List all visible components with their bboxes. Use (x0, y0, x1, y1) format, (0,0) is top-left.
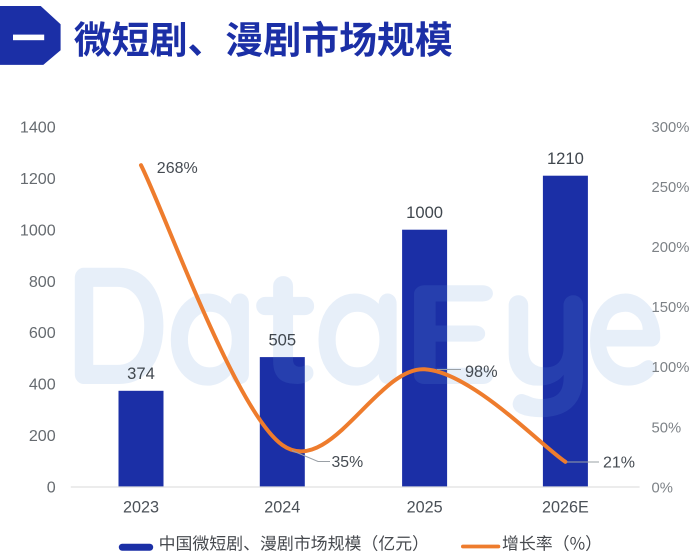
svg-text:2026E: 2026E (542, 499, 589, 517)
svg-text:50%: 50% (652, 420, 682, 436)
svg-text:1200: 1200 (20, 170, 56, 188)
svg-text:100%: 100% (652, 360, 690, 376)
svg-text:1210: 1210 (547, 149, 584, 168)
svg-text:2024: 2024 (264, 499, 300, 517)
svg-text:150%: 150% (652, 300, 690, 316)
svg-text:200%: 200% (652, 240, 690, 256)
svg-text:2025: 2025 (407, 499, 443, 517)
svg-text:200: 200 (29, 427, 56, 445)
svg-text:800: 800 (29, 273, 56, 291)
svg-text:0: 0 (47, 479, 56, 497)
svg-text:0%: 0% (652, 480, 673, 496)
svg-text:250%: 250% (652, 180, 690, 196)
svg-text:2023: 2023 (123, 499, 159, 517)
svg-text:505: 505 (268, 330, 296, 349)
svg-text:400: 400 (29, 376, 56, 394)
svg-text:98%: 98% (465, 363, 498, 381)
svg-text:1000: 1000 (20, 221, 56, 239)
svg-text:374: 374 (127, 364, 155, 383)
svg-text:1000: 1000 (406, 203, 443, 222)
svg-text:300%: 300% (652, 120, 690, 136)
svg-text:268%: 268% (157, 160, 198, 177)
svg-text:1400: 1400 (20, 118, 56, 136)
svg-text:35%: 35% (332, 454, 364, 471)
svg-text:21%: 21% (603, 455, 635, 472)
svg-text:600: 600 (29, 324, 56, 342)
